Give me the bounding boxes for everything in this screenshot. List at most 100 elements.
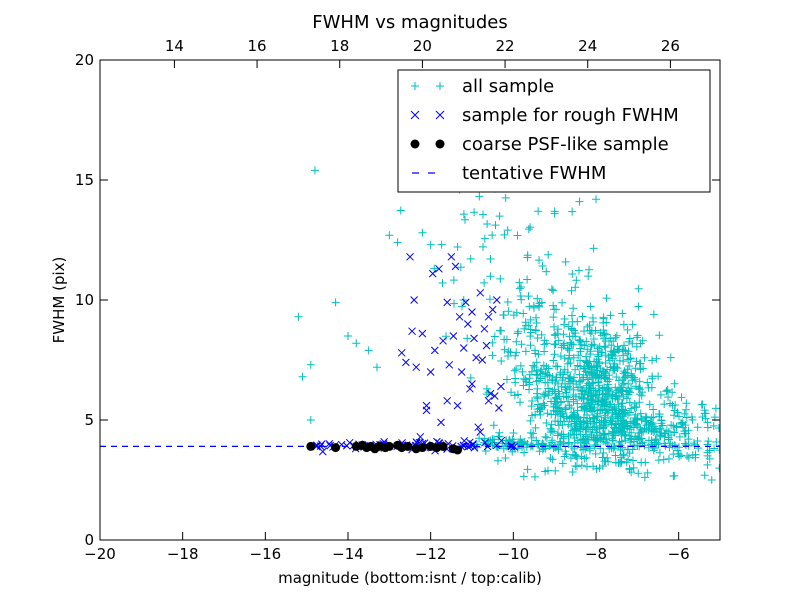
rough-sample-point	[447, 252, 456, 261]
all-sample-point	[627, 428, 636, 437]
all-sample-point	[581, 425, 590, 434]
rough-sample-point	[507, 441, 516, 450]
all-sample-point	[565, 332, 574, 341]
all-sample-point	[655, 331, 664, 340]
all-sample-point	[643, 378, 652, 387]
all-sample-point	[625, 334, 634, 343]
all-sample-point	[596, 444, 605, 453]
all-sample-point	[711, 404, 720, 413]
all-sample-point	[486, 272, 495, 281]
all-sample-point	[633, 333, 642, 342]
all-sample-point	[564, 355, 573, 364]
rough-sample-point	[455, 312, 464, 321]
rough-sample-point	[435, 264, 443, 273]
all-sample-point	[520, 448, 529, 457]
all-sample-point	[643, 468, 652, 477]
all-sample-point	[558, 298, 567, 307]
all-sample-point	[344, 332, 352, 340]
all-sample-point	[510, 366, 519, 375]
all-sample-point	[466, 254, 475, 263]
all-sample-point	[580, 364, 589, 373]
all-sample-point	[490, 332, 499, 341]
all-sample-point	[624, 337, 633, 346]
all-sample-point	[611, 419, 620, 428]
all-sample-point	[565, 374, 574, 383]
all-sample-point	[569, 430, 578, 439]
rough-sample-point	[484, 312, 493, 321]
all-sample-point	[670, 406, 679, 415]
all-sample-point	[607, 351, 616, 360]
all-sample-point	[565, 344, 574, 353]
all-sample-point	[499, 311, 508, 320]
all-sample-point	[525, 385, 534, 394]
all-sample-point	[555, 421, 564, 430]
all-sample-point	[563, 344, 572, 353]
all-sample-point	[570, 326, 579, 335]
rough-sample-point	[484, 396, 493, 405]
all-sample-point	[586, 347, 595, 356]
all-sample-point	[449, 299, 458, 308]
all-sample-point	[475, 192, 484, 201]
all-sample-point	[591, 440, 600, 449]
all-sample-point	[608, 350, 617, 359]
all-sample-point	[613, 364, 622, 373]
all-sample-point	[530, 472, 539, 481]
all-sample-point	[660, 400, 669, 409]
all-sample-point	[709, 421, 718, 430]
all-sample-point	[600, 457, 609, 466]
all-sample-point	[539, 399, 548, 408]
all-sample-point	[483, 219, 492, 228]
all-sample-point	[667, 421, 676, 430]
x-axis-label: magnitude (bottom:isnt / top:calib)	[278, 569, 542, 587]
rough-sample-point	[439, 336, 447, 345]
rough-sample-point	[474, 423, 483, 432]
all-sample-point	[526, 223, 535, 232]
all-sample-point	[501, 453, 510, 462]
all-sample-point	[576, 344, 585, 353]
all-sample-point	[564, 420, 573, 429]
all-sample-point	[623, 410, 632, 419]
all-sample-point	[606, 311, 615, 320]
all-sample-point	[603, 365, 612, 374]
all-sample-point	[628, 320, 637, 329]
all-sample-point	[624, 390, 633, 399]
all-sample-point	[591, 449, 600, 458]
all-sample-point	[530, 362, 539, 371]
all-sample-point	[588, 379, 597, 388]
all-sample-point	[526, 332, 535, 341]
all-sample-point	[576, 335, 585, 344]
x-tick-label: −10	[498, 545, 530, 563]
rough-sample-point	[451, 262, 460, 271]
all-sample-point	[655, 448, 664, 457]
all-sample-point	[670, 428, 679, 437]
all-sample-point	[677, 393, 686, 402]
all-sample-point	[648, 419, 657, 428]
all-sample-point	[372, 363, 381, 372]
rough-sample-point	[408, 327, 416, 336]
all-sample-point	[571, 450, 580, 459]
all-sample-point	[516, 398, 525, 407]
all-sample-point	[542, 267, 551, 276]
all-sample-point	[705, 446, 714, 455]
all-sample-point	[592, 195, 600, 204]
rough-sample-point	[482, 341, 491, 350]
all-sample-point	[568, 467, 577, 476]
all-sample-point	[589, 433, 598, 442]
all-sample-point	[649, 405, 658, 414]
all-sample-point	[618, 386, 627, 395]
all-sample-point	[559, 341, 568, 350]
all-sample-point	[489, 421, 498, 430]
all-sample-point	[550, 340, 559, 349]
all-sample-point	[540, 392, 549, 401]
all-sample-point	[553, 429, 562, 438]
x-tick-label: −18	[167, 545, 199, 563]
all-sample-point	[600, 430, 609, 439]
all-sample-point	[418, 228, 427, 237]
all-sample-point	[560, 320, 569, 329]
rough-sample-point	[481, 438, 489, 447]
psf-sample-point	[384, 441, 394, 451]
all-sample-point	[516, 361, 525, 370]
rough-sample-point	[510, 442, 518, 451]
all-sample-point	[532, 358, 541, 367]
all-sample-point	[527, 433, 536, 442]
